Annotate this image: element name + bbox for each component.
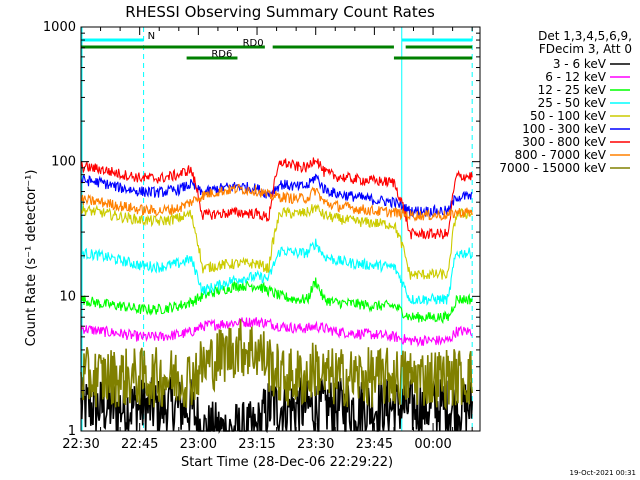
plot-area xyxy=(80,27,473,434)
chart-title: RHESSI Observing Summary Count Rates xyxy=(125,3,435,21)
x-axis-label: Start Time (28-Dec-06 22:29:22) xyxy=(181,455,393,470)
y-tick-label: 100 xyxy=(51,155,76,170)
y-axis-label: Count Rate (s⁻¹ detector⁻¹) xyxy=(24,170,39,347)
series-line xyxy=(80,316,473,348)
legend-entry: 3 - 6 keV xyxy=(553,57,607,71)
legend-entry: 6 - 12 keV xyxy=(545,70,607,84)
flag-label: N xyxy=(148,31,155,42)
x-tick-label: 23:15 xyxy=(238,437,275,452)
x-tick-label: 23:00 xyxy=(180,437,217,452)
x-tick-label: 22:45 xyxy=(121,437,158,452)
plot-frame xyxy=(80,26,481,432)
series-line xyxy=(80,183,473,222)
x-tick-label: 22:30 xyxy=(62,437,99,452)
legend-entry: 100 - 300 keV xyxy=(522,122,606,136)
series-line xyxy=(80,203,473,280)
legend-entry: 800 - 7000 keV xyxy=(515,148,607,162)
series-line xyxy=(80,238,473,306)
x-tick-label: 23:30 xyxy=(297,437,334,452)
axes: 1 10 100 1000 22:30 22:45 23:00 23:15 23:30 23:45… xyxy=(43,20,481,452)
series-line xyxy=(80,319,473,411)
y-tick-label: 1000 xyxy=(43,20,76,35)
observing-flags: N RD0 RD6 xyxy=(81,31,473,60)
legend-entry: 300 - 800 keV xyxy=(522,135,606,149)
legend-entry: 50 - 100 keV xyxy=(530,109,607,123)
x-tick-label: 23:45 xyxy=(356,437,393,452)
y-tick-label: 1 xyxy=(68,424,76,439)
x-tick-label: 00:00 xyxy=(414,437,451,452)
legend: Det 1,3,4,5,6,9,FDecim 3, Att 03 - 6 keV… xyxy=(499,29,632,175)
flag-label: RD0 xyxy=(243,38,264,49)
legend-header: FDecim 3, Att 0 xyxy=(539,42,632,56)
legend-header: Det 1,3,4,5,6,9, xyxy=(538,29,632,43)
timestamp: 19-Oct-2021 00:31 xyxy=(570,469,636,477)
y-tick-label: 10 xyxy=(59,289,76,304)
legend-entry: 25 - 50 keV xyxy=(538,96,607,110)
series-line xyxy=(80,377,473,434)
flag-label: RD6 xyxy=(211,49,232,60)
series-line xyxy=(80,277,473,325)
legend-entry: 12 - 25 keV xyxy=(538,83,607,97)
legend-entry: 7000 - 15000 keV xyxy=(499,161,606,175)
